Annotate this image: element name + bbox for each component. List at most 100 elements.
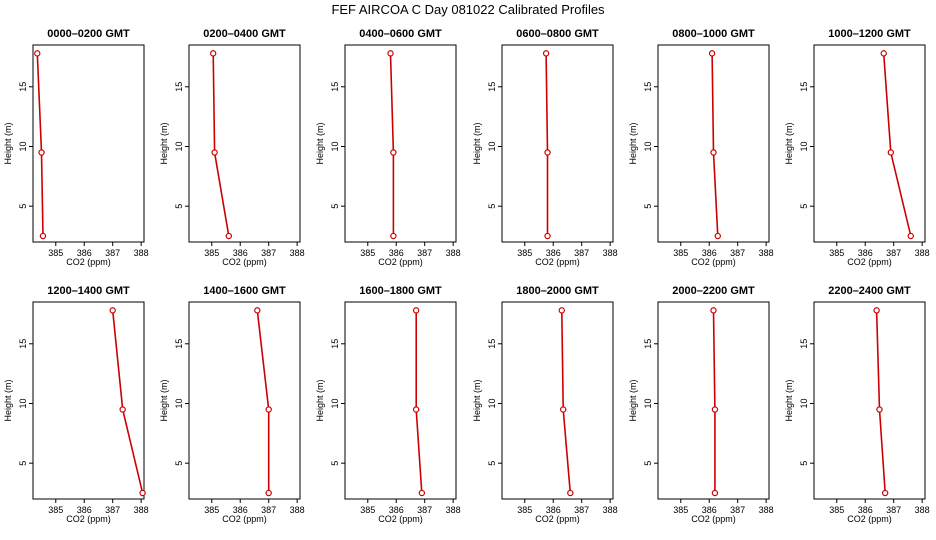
- y-tick-label: 10: [18, 141, 28, 151]
- y-tick-label: 10: [799, 141, 809, 151]
- plot-frame: [813, 44, 926, 243]
- x-tick-label: 387: [105, 505, 120, 515]
- plot-frame: [32, 301, 145, 500]
- panel-title: 1600–1800 GMT: [359, 285, 442, 297]
- x-tick-label: 385: [48, 248, 63, 258]
- y-tick-label: 5: [330, 461, 340, 466]
- profile-point: [265, 406, 272, 413]
- profile-point: [558, 307, 565, 314]
- x-tick-label: 386: [77, 248, 92, 258]
- x-axis-label: CO2 (ppm): [66, 257, 111, 267]
- profile-point: [119, 406, 126, 413]
- profile-line: [389, 53, 395, 236]
- y-tick-label: 15: [18, 339, 28, 349]
- x-tick-label: 386: [858, 248, 873, 258]
- plot-frame: [344, 44, 457, 243]
- profile-line: [111, 310, 144, 494]
- panel-title: 2000–2200 GMT: [672, 285, 755, 297]
- profile-point: [708, 50, 716, 57]
- panel-title: 1800–2000 GMT: [516, 285, 599, 297]
- y-tick-label: 5: [643, 204, 653, 209]
- profile-line: [561, 310, 572, 494]
- profile-line: [712, 310, 716, 493]
- x-axis-label: CO2 (ppm): [847, 514, 892, 524]
- plot-frame: [657, 44, 770, 243]
- x-tick-label: 387: [417, 248, 432, 258]
- profile-panel: 1400–1600 GMT 385 386 387 388 5 10 15 CO2 (ppm) H…: [159, 285, 305, 524]
- x-tick-label: 388: [446, 248, 461, 258]
- y-tick-label: 10: [643, 141, 653, 151]
- plot-frame: [188, 301, 301, 500]
- x-tick-label: 388: [446, 505, 461, 515]
- x-axis-label: CO2 (ppm): [691, 257, 736, 267]
- y-tick-label: 5: [799, 204, 809, 209]
- y-tick-label: 15: [487, 339, 497, 349]
- profile-point: [881, 489, 889, 497]
- profile-point: [544, 149, 551, 156]
- x-axis-label: CO2 (ppm): [535, 257, 580, 267]
- y-tick-label: 10: [330, 398, 340, 408]
- profile-point: [139, 489, 146, 497]
- profile-point: [711, 489, 719, 497]
- profile-line: [415, 310, 423, 494]
- profile-point: [559, 406, 567, 413]
- x-tick-label: 386: [702, 505, 717, 515]
- x-tick-label: 386: [77, 505, 92, 515]
- x-tick-label: 387: [105, 248, 120, 258]
- x-tick-label: 386: [233, 248, 248, 258]
- panel-title: 1400–1600 GMT: [203, 285, 286, 297]
- y-tick-label: 5: [18, 204, 28, 209]
- profile-point: [710, 307, 717, 314]
- profile-line: [882, 53, 912, 237]
- x-tick-label: 386: [389, 505, 404, 515]
- profile-panel: 1000–1200 GMT 385 386 387 388 5 10 15 CO2 (ppm) H…: [784, 28, 930, 267]
- plot-frame: [501, 301, 614, 500]
- profile-point: [254, 307, 261, 314]
- x-tick-label: 388: [290, 248, 305, 258]
- profile-point: [544, 232, 551, 240]
- profile-point: [412, 307, 420, 314]
- x-tick-label: 385: [673, 248, 688, 258]
- y-axis-label: Height (m): [784, 122, 794, 164]
- y-tick-label: 5: [487, 204, 497, 209]
- x-tick-label: 387: [730, 505, 745, 515]
- x-tick-label: 385: [517, 505, 532, 515]
- profile-point: [873, 307, 880, 314]
- profile-point: [876, 406, 883, 413]
- y-axis-label: Height (m): [628, 122, 638, 164]
- profile-point: [567, 489, 574, 497]
- x-tick-label: 388: [134, 248, 149, 258]
- y-tick-label: 15: [487, 82, 497, 92]
- y-tick-label: 5: [174, 204, 184, 209]
- x-axis-label: CO2 (ppm): [378, 257, 423, 267]
- profile-line: [256, 310, 270, 493]
- x-tick-label: 386: [858, 505, 873, 515]
- y-tick-label: 15: [643, 339, 653, 349]
- plot-frame: [344, 301, 457, 500]
- x-tick-label: 385: [204, 248, 219, 258]
- x-tick-label: 388: [603, 248, 618, 258]
- profile-panel: 1600–1800 GMT 385 386 387 388 5 10 15 CO2 (ppm) H…: [315, 285, 461, 524]
- plot-frame: [32, 44, 145, 243]
- profile-panel: 2000–2200 GMT 385 386 387 388 5 10 15 CO2 (ppm) H…: [628, 285, 774, 524]
- profile-point: [711, 406, 719, 413]
- x-tick-label: 388: [290, 505, 305, 515]
- profile-point: [710, 149, 717, 156]
- profile-point: [34, 50, 41, 57]
- y-axis-label: Height (m): [159, 379, 169, 421]
- profile-panel: 0000–0200 GMT 385 386 387 388 5 10 15 CO2 (ppm) H…: [3, 28, 149, 267]
- panel-grid: 0000–0200 GMT 385 386 387 388 5 10 15 CO2 (ppm) H…: [3, 28, 930, 524]
- x-tick-label: 386: [233, 505, 248, 515]
- y-tick-label: 10: [643, 398, 653, 408]
- y-tick-label: 15: [174, 339, 184, 349]
- y-tick-label: 15: [330, 339, 340, 349]
- y-tick-label: 10: [174, 141, 184, 151]
- x-tick-label: 388: [759, 505, 774, 515]
- x-tick-label: 387: [574, 505, 589, 515]
- x-tick-label: 387: [886, 505, 901, 515]
- profile-point: [714, 232, 721, 240]
- panel-title: 0000–0200 GMT: [47, 28, 130, 40]
- profile-point: [390, 149, 397, 156]
- profile-panel: 0600–0800 GMT 385 386 387 388 5 10 15 CO2 (ppm) H…: [472, 28, 618, 267]
- profile-point: [109, 307, 116, 314]
